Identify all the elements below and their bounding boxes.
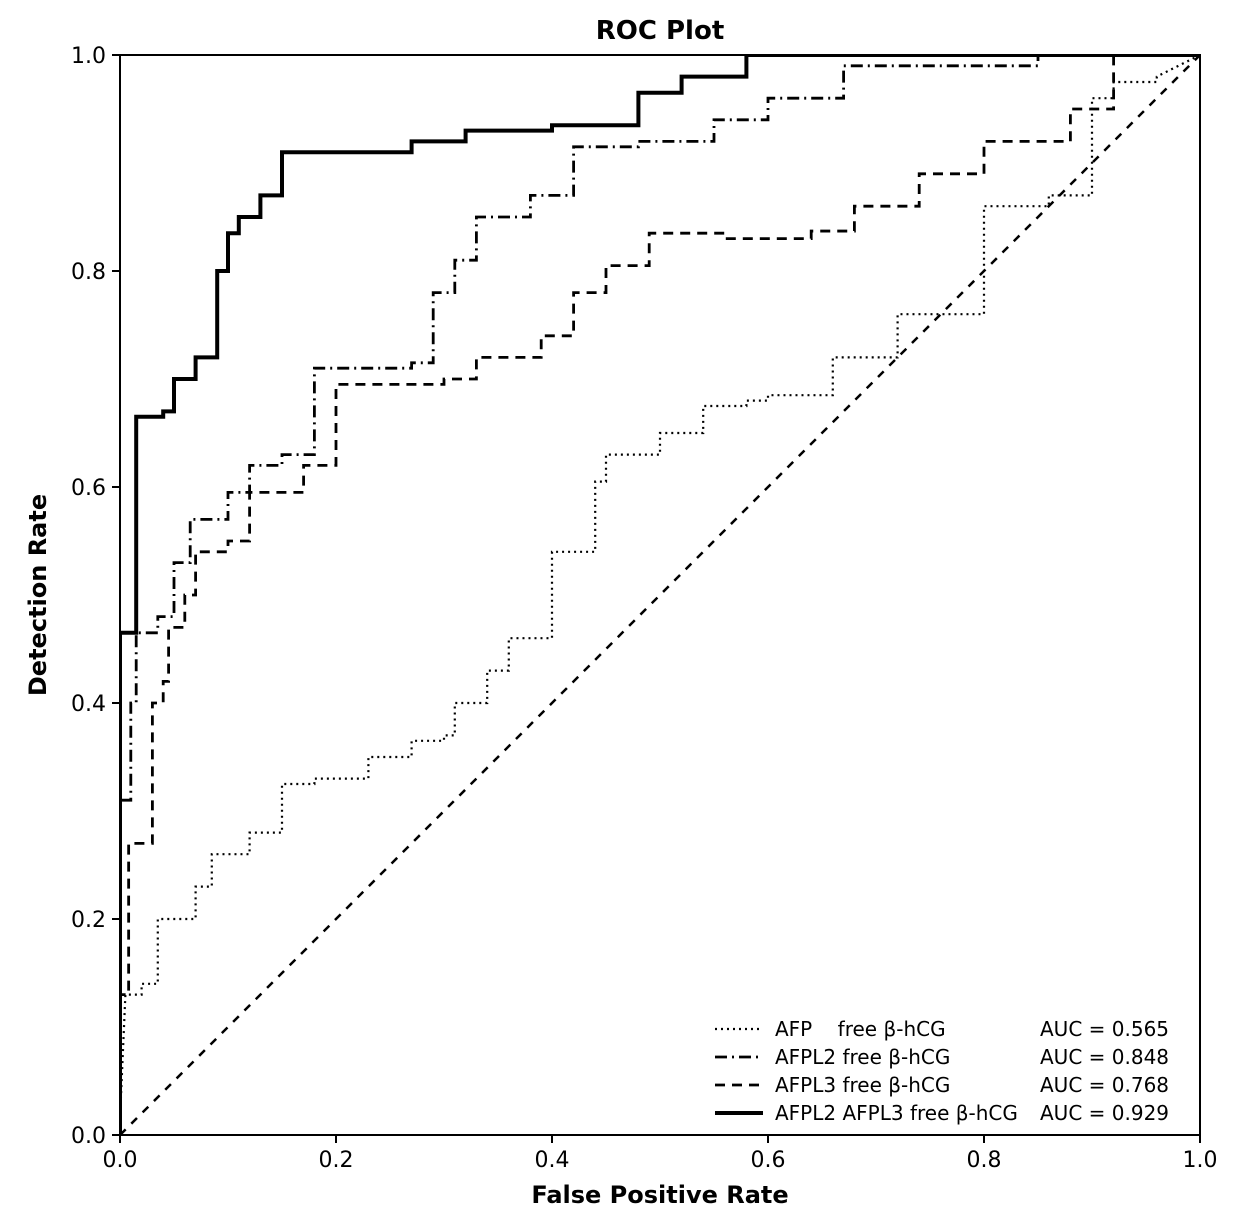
svg-text:0.6: 0.6 <box>71 476 106 501</box>
svg-text:AUC = 0.848: AUC = 0.848 <box>1040 1045 1169 1069</box>
roc-plot-container: 0.0 0.2 0.4 0.6 0.8 1.0 0.0 0.2 0.4 0.6 0.8 1.0 Fals… <box>0 0 1240 1225</box>
svg-text:0.4: 0.4 <box>71 692 106 717</box>
svg-text:AFPL3 free β-hCG: AFPL3 free β-hCG <box>775 1073 950 1097</box>
svg-text:0.6: 0.6 <box>751 1148 786 1173</box>
svg-text:0.8: 0.8 <box>967 1148 1002 1173</box>
svg-text:0.0: 0.0 <box>103 1148 138 1173</box>
svg-text:AFP free β-hCG: AFP free β-hCG <box>775 1017 946 1041</box>
svg-text:AFPL2 AFPL3 free β-hCG: AFPL2 AFPL3 free β-hCG <box>775 1101 1018 1125</box>
svg-text:Detection Rate: Detection Rate <box>24 494 52 696</box>
svg-text:0.0: 0.0 <box>71 1124 106 1149</box>
roc-plot-svg: 0.0 0.2 0.4 0.6 0.8 1.0 0.0 0.2 0.4 0.6 0.8 1.0 Fals… <box>0 0 1240 1225</box>
svg-text:0.8: 0.8 <box>71 260 106 285</box>
svg-text:0.2: 0.2 <box>71 908 106 933</box>
svg-text:1.0: 1.0 <box>1183 1148 1218 1173</box>
svg-text:AUC = 0.768: AUC = 0.768 <box>1040 1073 1169 1097</box>
svg-text:AFPL2 free β-hCG: AFPL2 free β-hCG <box>775 1045 950 1069</box>
svg-text:AUC = 0.565: AUC = 0.565 <box>1040 1017 1169 1041</box>
svg-text:False Positive Rate: False Positive Rate <box>531 1181 788 1209</box>
svg-text:ROC Plot: ROC Plot <box>596 16 725 46</box>
svg-text:AUC = 0.929: AUC = 0.929 <box>1040 1101 1169 1125</box>
svg-text:0.4: 0.4 <box>535 1148 570 1173</box>
svg-text:0.2: 0.2 <box>319 1148 354 1173</box>
svg-text:1.0: 1.0 <box>71 44 106 69</box>
